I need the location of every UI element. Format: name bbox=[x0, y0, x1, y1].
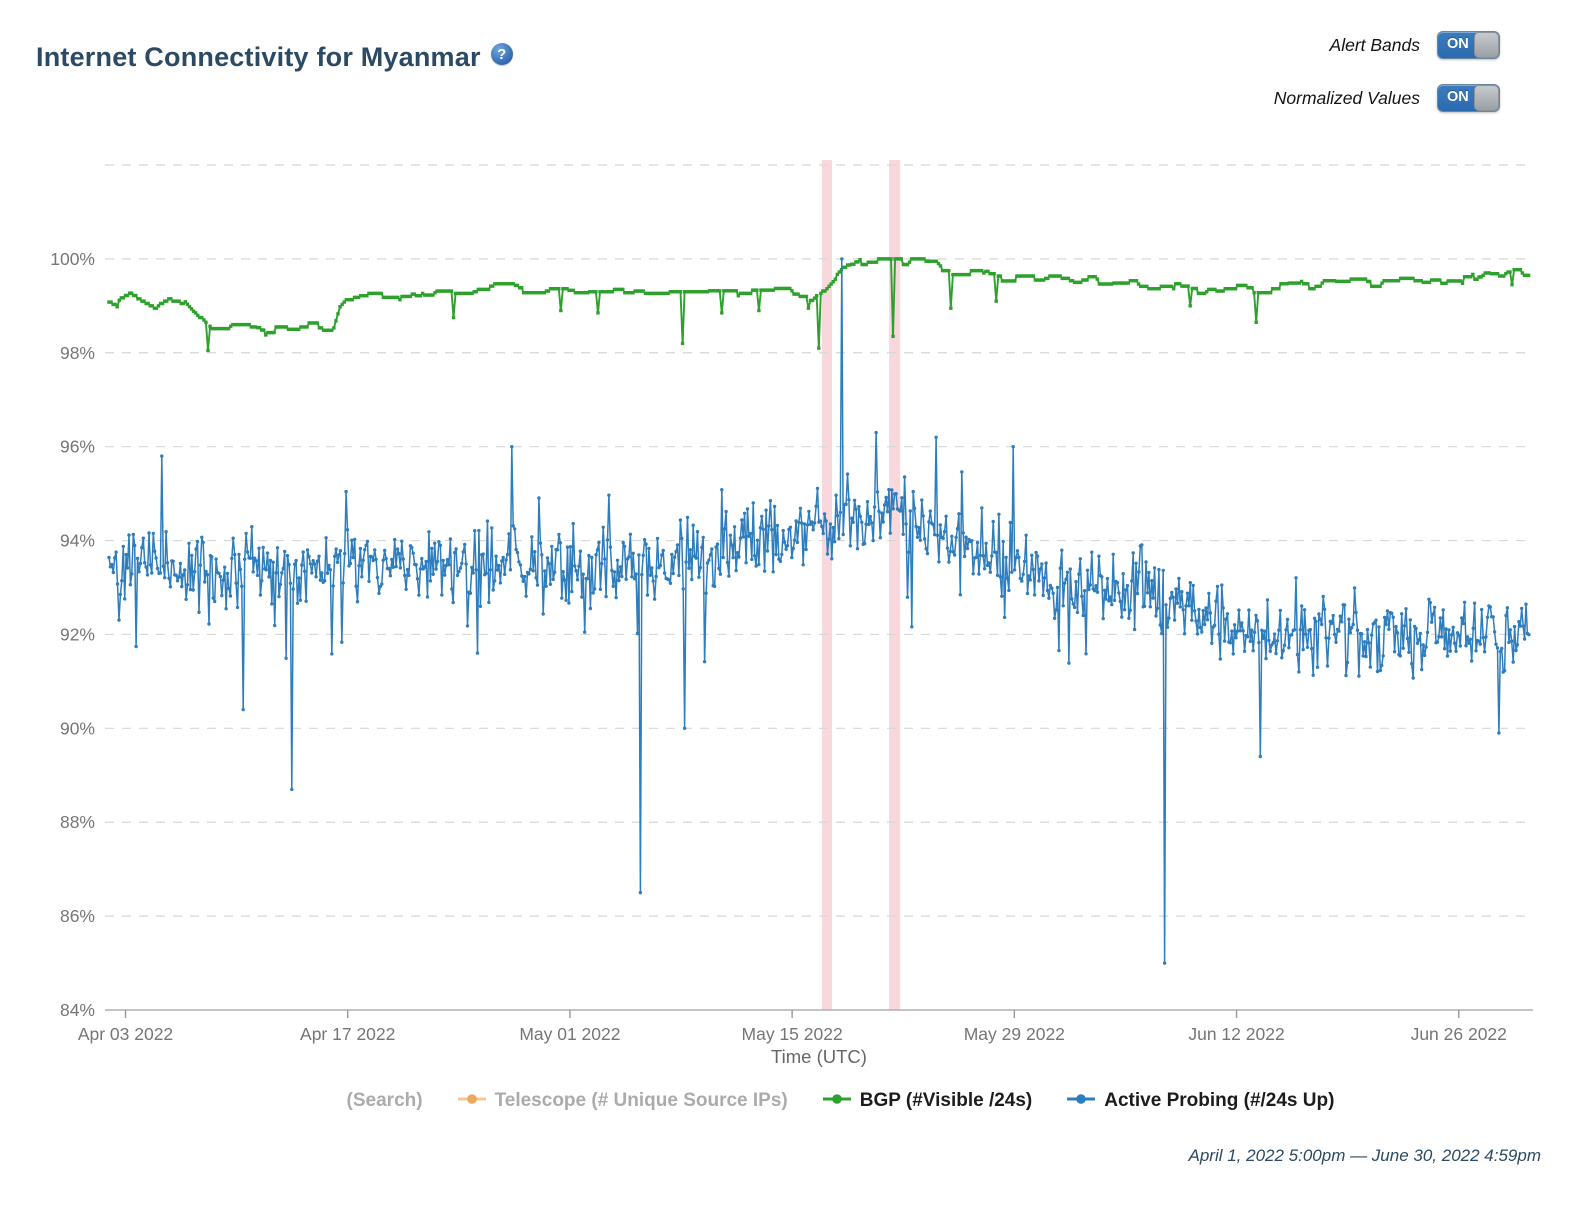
svg-text:Apr 17 2022: Apr 17 2022 bbox=[300, 1024, 395, 1044]
svg-text:92%: 92% bbox=[60, 624, 95, 644]
svg-text:May 29 2022: May 29 2022 bbox=[964, 1024, 1065, 1044]
legend-item-search[interactable]: (Search) bbox=[347, 1090, 423, 1112]
svg-text:86%: 86% bbox=[60, 906, 95, 926]
svg-text:May 15 2022: May 15 2022 bbox=[742, 1024, 843, 1044]
telescope-marker-icon bbox=[457, 1090, 487, 1112]
legend-item-telescope[interactable]: Telescope (# Unique Source IPs) bbox=[457, 1090, 788, 1112]
toggle-knob bbox=[1474, 85, 1499, 111]
svg-text:Jun 26 2022: Jun 26 2022 bbox=[1411, 1024, 1507, 1044]
alert-bands bbox=[821, 160, 901, 1010]
toggle-knob bbox=[1474, 32, 1499, 58]
svg-text:Jun 12 2022: Jun 12 2022 bbox=[1188, 1024, 1284, 1044]
svg-text:Apr 03 2022: Apr 03 2022 bbox=[78, 1024, 173, 1044]
legend-label: Telescope (# Unique Source IPs) bbox=[494, 1090, 788, 1111]
normalized-values-toggle-state: ON bbox=[1447, 89, 1469, 105]
svg-text:96%: 96% bbox=[60, 437, 95, 457]
svg-text:84%: 84% bbox=[60, 1000, 95, 1020]
page-title: Internet Connectivity for Myanmar bbox=[36, 42, 481, 72]
grid: 84% 86% 88% 90% 92% 94% 96% 98% 100% Apr 03 2022 A… bbox=[50, 164, 1533, 1067]
chart-legend: (Search) Telescope (# Unique Source IPs)… bbox=[0, 1090, 1587, 1112]
svg-text:Time (UTC): Time (UTC) bbox=[771, 1046, 867, 1067]
svg-text:98%: 98% bbox=[60, 343, 95, 363]
svg-text:94%: 94% bbox=[60, 531, 95, 551]
alert-bands-toggle-state: ON bbox=[1447, 36, 1469, 52]
normalized-values-toggle[interactable]: ON bbox=[1437, 84, 1500, 112]
alert-bands-toggle-row: Alert Bands ON bbox=[1330, 31, 1500, 59]
title-row: Internet Connectivity for Myanmar ? bbox=[36, 42, 513, 73]
connectivity-chart[interactable]: 84% 86% 88% 90% 92% 94% 96% 98% 100% Apr 03 2022 A… bbox=[0, 0, 1587, 1080]
svg-text:88%: 88% bbox=[60, 812, 95, 832]
series-bgp bbox=[107, 257, 1531, 353]
legend-item-bgp[interactable]: BGP (#Visible /24s) bbox=[822, 1090, 1033, 1112]
svg-text:100%: 100% bbox=[50, 249, 95, 269]
normalized-values-label: Normalized Values bbox=[1273, 87, 1420, 108]
active-probing-marker-icon bbox=[1066, 1090, 1096, 1112]
help-icon[interactable]: ? bbox=[490, 43, 513, 65]
legend-label: BGP (#Visible /24s) bbox=[859, 1090, 1033, 1111]
alert-bands-toggle[interactable]: ON bbox=[1437, 31, 1500, 59]
legend-label: Active Probing (#/24s Up) bbox=[1104, 1090, 1335, 1111]
series-active-probing bbox=[107, 257, 1531, 965]
legend-item-active-probing[interactable]: Active Probing (#/24s Up) bbox=[1066, 1090, 1334, 1112]
bgp-marker-icon bbox=[822, 1090, 852, 1112]
alert-bands-label: Alert Bands bbox=[1329, 34, 1420, 55]
time-range-label: April 1, 2022 5:00pm — June 30, 2022 4:5… bbox=[1188, 1146, 1541, 1165]
legend-label: (Search) bbox=[346, 1090, 423, 1111]
svg-text:90%: 90% bbox=[60, 718, 95, 738]
svg-text:May 01 2022: May 01 2022 bbox=[519, 1024, 620, 1044]
normalized-values-toggle-row: Normalized Values ON bbox=[1274, 84, 1500, 112]
